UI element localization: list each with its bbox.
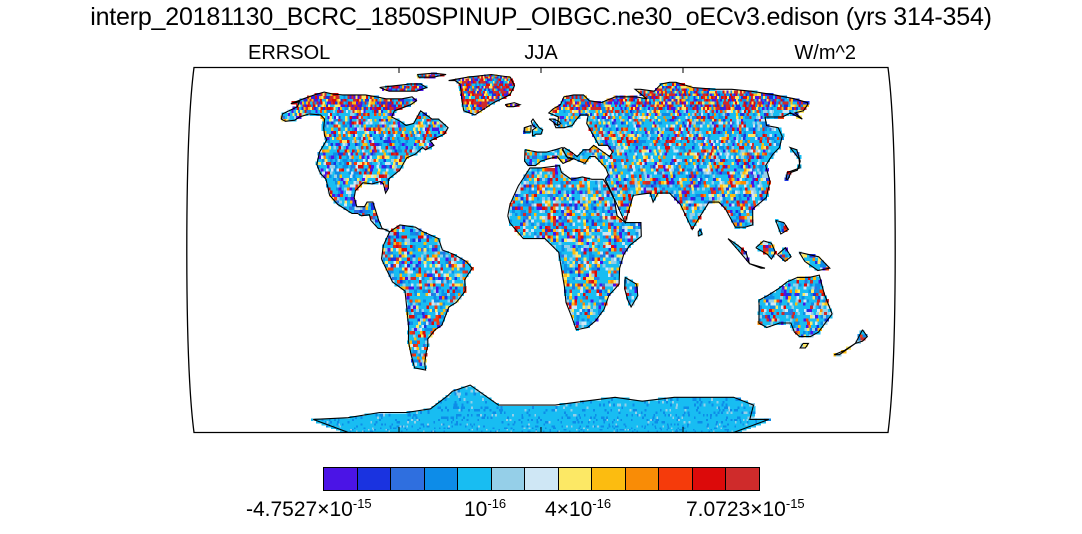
coastline-path: [524, 81, 809, 231]
colorbar-segment-9: [625, 468, 660, 490]
coastline-path: [280, 91, 449, 233]
colorbar-container: [323, 467, 760, 491]
colorbar-segment-2: [391, 468, 425, 490]
colorbar-segment-6: [525, 468, 559, 490]
data-grid-cells: [280, 72, 868, 432]
colorbar-tick-label-0: -4.7527×10-15: [246, 496, 372, 521]
coastline-path: [799, 342, 810, 349]
coastline-outlines: [280, 72, 869, 432]
robinson-projection-map: [186, 66, 896, 434]
units-label: W/m^2: [794, 42, 856, 64]
coastline-path: [504, 102, 522, 108]
coastline-path: [507, 164, 642, 331]
colorbar: [323, 467, 760, 491]
colorbar-segment-0: [324, 468, 358, 490]
coastline-path: [727, 238, 766, 269]
plot-subheader: ERRSOL JJA W/m^2: [186, 41, 896, 65]
colorbar-segment-10: [659, 468, 693, 490]
map-plot-area: [186, 66, 896, 434]
colorbar-tick-label-1: 10-16: [464, 496, 507, 521]
coastline-path: [448, 73, 516, 116]
page-title: interp_20181130_BCRC_1850SPINUP_OIBGC.ne…: [90, 3, 992, 31]
coastline-path: [798, 251, 831, 272]
coastline-path: [777, 246, 792, 263]
coastline-path: [697, 228, 703, 237]
coastline-path: [624, 276, 639, 309]
colorbar-tick-label-3: 7.0723×10-15: [686, 496, 805, 521]
coastline-path: [758, 274, 833, 338]
colorbar-segment-4: [458, 468, 492, 490]
colorbar-tick-labels: -4.7527×10-15 10-16 4×10-16 7.0723×10-15: [186, 497, 896, 531]
coastline-path: [785, 146, 801, 180]
colorbar-segment-7: [558, 468, 593, 490]
coastline-path: [548, 118, 562, 127]
map-tick-marks: [398, 67, 684, 433]
colorbar-segment-1: [357, 468, 392, 490]
colorbar-segment-5: [491, 468, 526, 490]
colorbar-segment-11: [692, 468, 727, 490]
coastline-path: [755, 240, 777, 261]
coastline-path: [530, 118, 544, 137]
colorbar-tick-label-2: 4×10-16: [545, 496, 612, 521]
coastline-path: [380, 224, 473, 371]
coastline-path: [416, 72, 447, 78]
variable-label: ERRSOL: [248, 42, 331, 64]
coastline-path: [523, 124, 532, 133]
colorbar-segment-3: [424, 468, 459, 490]
coastline-path: [379, 83, 428, 92]
coastline-path: [775, 219, 790, 235]
season-label: JJA: [524, 42, 558, 64]
coastline-path: [313, 384, 769, 432]
coastline-path: [854, 329, 869, 345]
colorbar-segment-12: [726, 468, 759, 490]
map-outline: [186, 66, 896, 434]
coastline-path: [833, 342, 856, 356]
colorbar-segment-8: [592, 468, 626, 490]
